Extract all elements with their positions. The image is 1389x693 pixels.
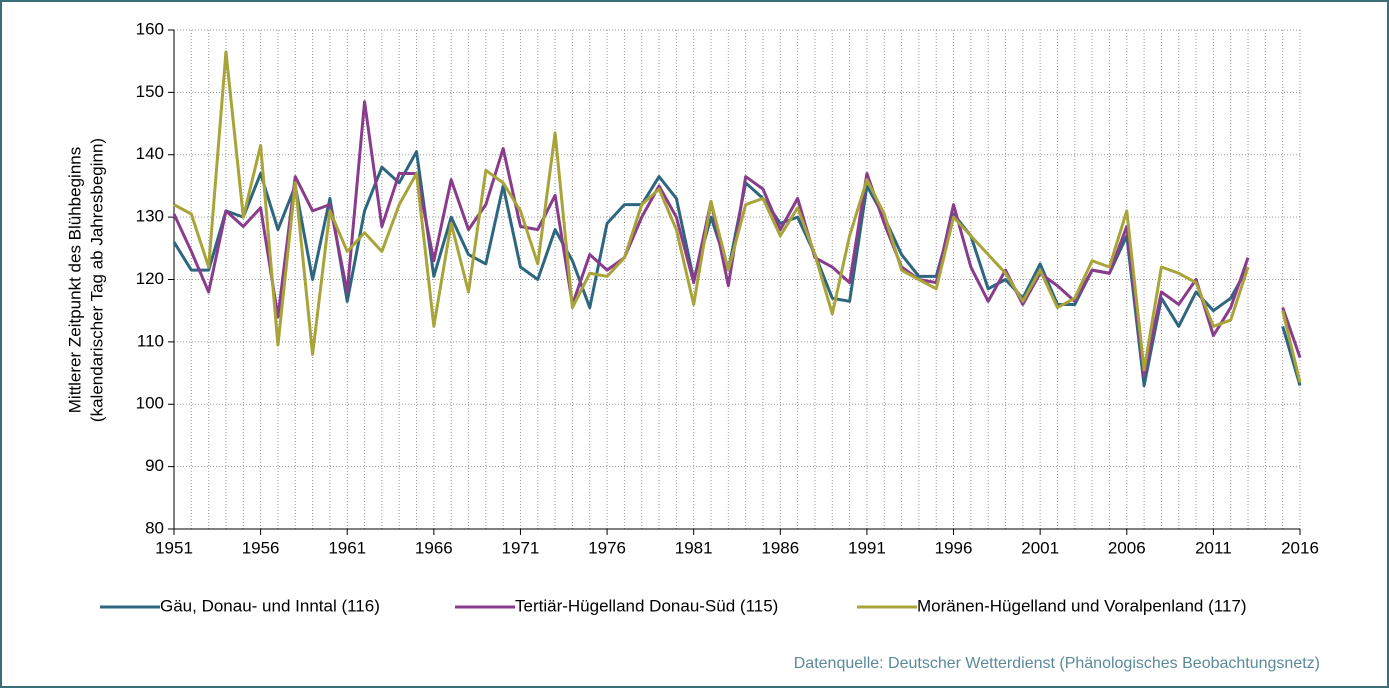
y-axis-label: (kalendarischer Tag ab Jahresbeginn) [87, 138, 106, 422]
source-note: Datenquelle: Deutscher Wetterdienst (Phä… [794, 655, 1320, 672]
x-tick-label: 1951 [155, 538, 193, 557]
x-tick-label: 1986 [761, 538, 799, 557]
x-tick-label: 2001 [1021, 538, 1059, 557]
y-tick-label: 150 [136, 82, 164, 101]
x-tick-label: 1976 [588, 538, 626, 557]
x-tick-label: 2006 [1108, 538, 1146, 557]
y-axis-label: Mittlerer Zeitpunkt des Blühbeginns [65, 147, 84, 413]
y-tick-label: 160 [136, 19, 164, 38]
legend-label: Moränen-Hügelland und Voralpenland (117) [917, 596, 1247, 615]
x-tick-label: 1961 [328, 538, 366, 557]
y-tick-label: 90 [145, 456, 164, 475]
x-tick-label: 2011 [1195, 538, 1232, 557]
y-tick-label: 80 [145, 518, 164, 537]
x-tick-label: 1971 [502, 538, 540, 557]
x-tick-label: 1966 [415, 538, 453, 557]
y-tick-label: 110 [137, 331, 164, 350]
series-line [173, 50, 1302, 383]
x-tick-label: 1991 [848, 538, 886, 557]
legend-label: Gäu, Donau- und Inntal (116) [160, 596, 380, 615]
x-tick-label: 2016 [1281, 538, 1319, 557]
legend-label: Tertiär-Hügelland Donau-Süd (115) [515, 596, 778, 615]
x-tick-label: 1956 [242, 538, 280, 557]
x-tick-label: 1996 [935, 538, 973, 557]
y-tick-label: 120 [136, 269, 164, 288]
x-tick-label: 1981 [675, 538, 713, 557]
y-tick-label: 100 [136, 394, 164, 413]
y-tick-label: 130 [136, 207, 164, 226]
y-tick-label: 140 [136, 144, 164, 163]
